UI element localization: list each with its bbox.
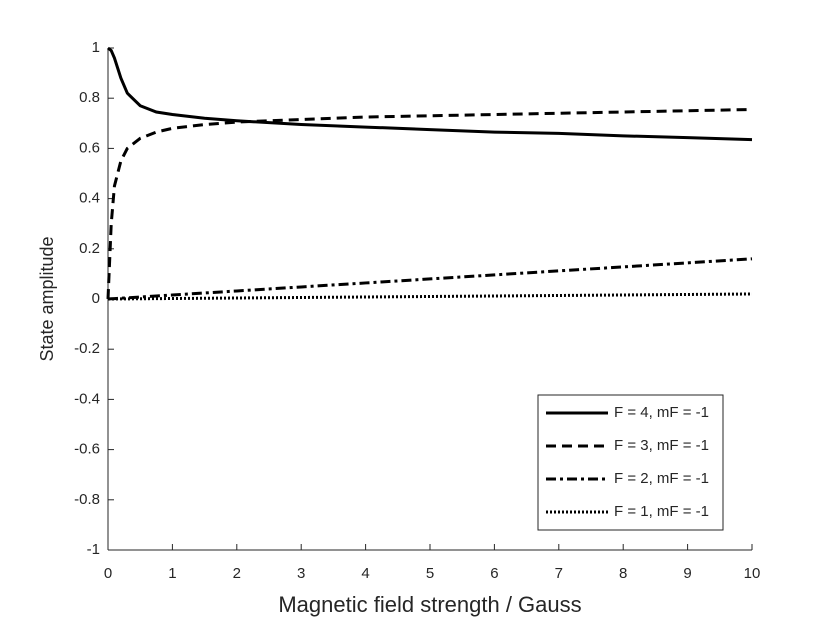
legend-label: F = 4, mF = -1 <box>614 404 709 421</box>
series-line <box>107 46 753 142</box>
x-tick-label: 7 <box>555 565 563 582</box>
x-tick-label: 4 <box>361 565 369 582</box>
y-tick-label: 0.4 <box>79 190 100 207</box>
x-tick-label: 9 <box>683 565 691 582</box>
x-tick-label: 6 <box>490 565 498 582</box>
x-tick-label: 0 <box>104 565 112 582</box>
x-tick-label: 1 <box>168 565 176 582</box>
y-tick-label: 1 <box>92 39 100 56</box>
y-tick-label: -0.8 <box>74 491 100 508</box>
series-line <box>107 292 753 301</box>
series-line <box>106 107 753 300</box>
x-axis-label: Magnetic field strength / Gauss <box>278 592 581 617</box>
y-tick-label: 0 <box>92 290 100 307</box>
y-tick-label: -1 <box>87 541 100 558</box>
legend-label: F = 1, mF = -1 <box>614 503 709 520</box>
legend-label: F = 3, mF = -1 <box>614 437 709 454</box>
x-tick-label: 5 <box>426 565 434 582</box>
series-line <box>107 257 753 301</box>
y-tick-label: -0.6 <box>74 441 100 458</box>
y-axis-label: State amplitude <box>37 236 57 361</box>
x-tick-label: 2 <box>233 565 241 582</box>
y-tick-label: 0.2 <box>79 240 100 257</box>
y-tick-label: -0.2 <box>74 340 100 357</box>
y-tick-label: -0.4 <box>74 390 100 407</box>
y-tick-label: 0.6 <box>79 139 100 156</box>
y-tick-label: 0.8 <box>79 89 100 106</box>
x-tick-label: 3 <box>297 565 305 582</box>
x-tick-label: 8 <box>619 565 627 582</box>
x-tick-label: 10 <box>744 565 761 582</box>
legend-box <box>537 394 724 531</box>
legend-label: F = 2, mF = -1 <box>614 470 709 487</box>
